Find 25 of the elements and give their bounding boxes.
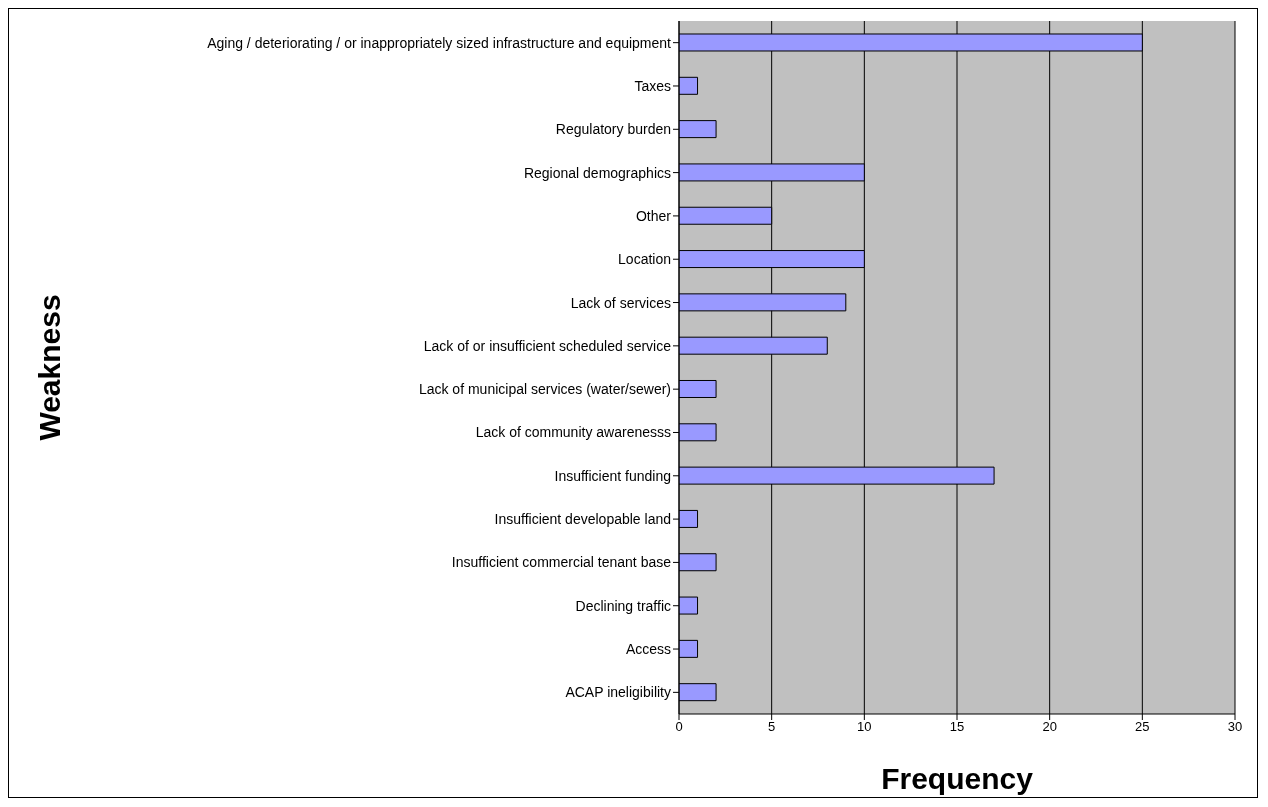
- y-tick-label: Insufficient developable land: [494, 511, 671, 528]
- x-tick-label: 10: [857, 719, 872, 735]
- y-tick-label: ACAP ineligibility: [565, 684, 671, 701]
- x-tick-label: 0: [675, 719, 683, 735]
- y-tick-label: Lack of or insufficient scheduled service: [423, 337, 672, 354]
- x-tick-label: 15: [949, 719, 965, 735]
- y-tick-label: Lack of municipal services (water/sewer): [418, 381, 671, 398]
- y-tick-label: Lack of services: [570, 294, 671, 311]
- x-tick-label: 30: [1227, 719, 1243, 735]
- y-tick-label: Access: [625, 641, 671, 657]
- y-tick-label: Regional demographics: [523, 164, 671, 181]
- y-tick-label: Insufficient commercial tenant base: [451, 554, 672, 571]
- x-axis-title: Frequency: [881, 762, 1034, 795]
- y-tick-label: Lack of community awarenesss: [475, 424, 671, 441]
- y-axis-title: Weakness: [32, 294, 66, 441]
- x-tick-label: 25: [1135, 719, 1150, 735]
- y-tick-label: Aging / deteriorating / or inappropriately sized infrastructure and equipment: [207, 34, 672, 51]
- x-tick-label: 5: [768, 719, 776, 735]
- y-tick-label: Insufficient funding: [554, 467, 671, 484]
- y-tick-label: Declining traffic: [575, 597, 671, 614]
- y-tick-label: Regulatory burden: [555, 121, 671, 138]
- x-tick-label: 20: [1042, 719, 1057, 735]
- y-tick-label: Other: [635, 207, 672, 224]
- y-tick-label: Taxes: [634, 77, 671, 94]
- y-tick-label: Location: [618, 251, 671, 268]
